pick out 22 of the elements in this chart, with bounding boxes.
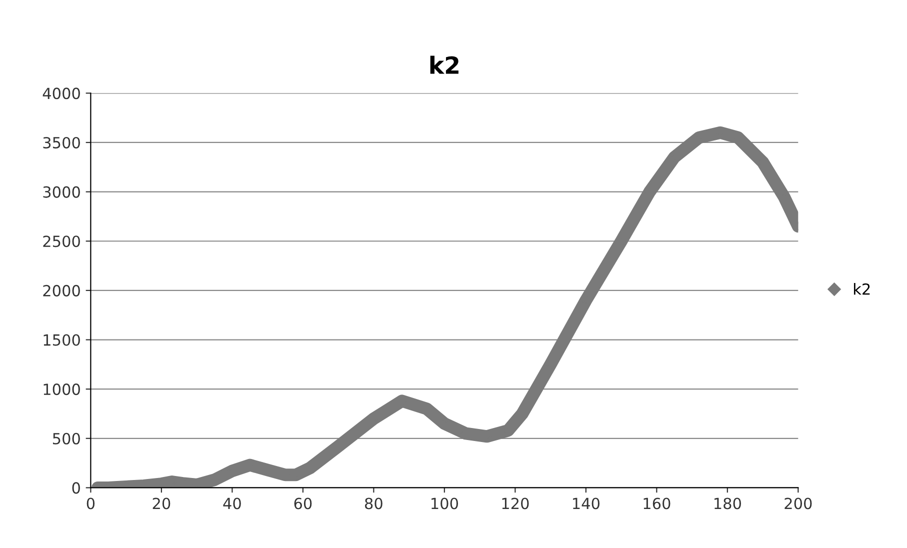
y-tick-label: 0 (72, 482, 80, 494)
y-tick-label: 2000 (43, 284, 80, 296)
y-tick-label: 3000 (43, 186, 80, 198)
x-tick-label: 120 (502, 498, 529, 510)
y-tick-label: 500 (52, 432, 80, 444)
x-tick-label: 180 (714, 498, 741, 510)
x-tick-label: 40 (223, 498, 241, 510)
x-tick-label: 140 (573, 498, 600, 510)
chart-title: k2 (430, 56, 458, 74)
x-tick-label: 60 (294, 498, 312, 510)
x-tick-label: 20 (152, 498, 170, 510)
x-tick-label: 80 (365, 498, 382, 510)
x-tick-label: 200 (784, 498, 812, 510)
x-tick-label: 160 (644, 498, 670, 510)
y-tick-label: 3500 (43, 136, 80, 148)
x-tick-label: 0 (86, 498, 95, 510)
x-tick-label: 100 (432, 498, 458, 510)
y-tick-label: 2500 (43, 236, 80, 248)
legend-label: k2 (854, 283, 870, 295)
y-tick-label: 1000 (44, 384, 80, 396)
y-tick-label: 1500 (44, 334, 80, 346)
y-tick-label: 4000 (42, 88, 80, 100)
